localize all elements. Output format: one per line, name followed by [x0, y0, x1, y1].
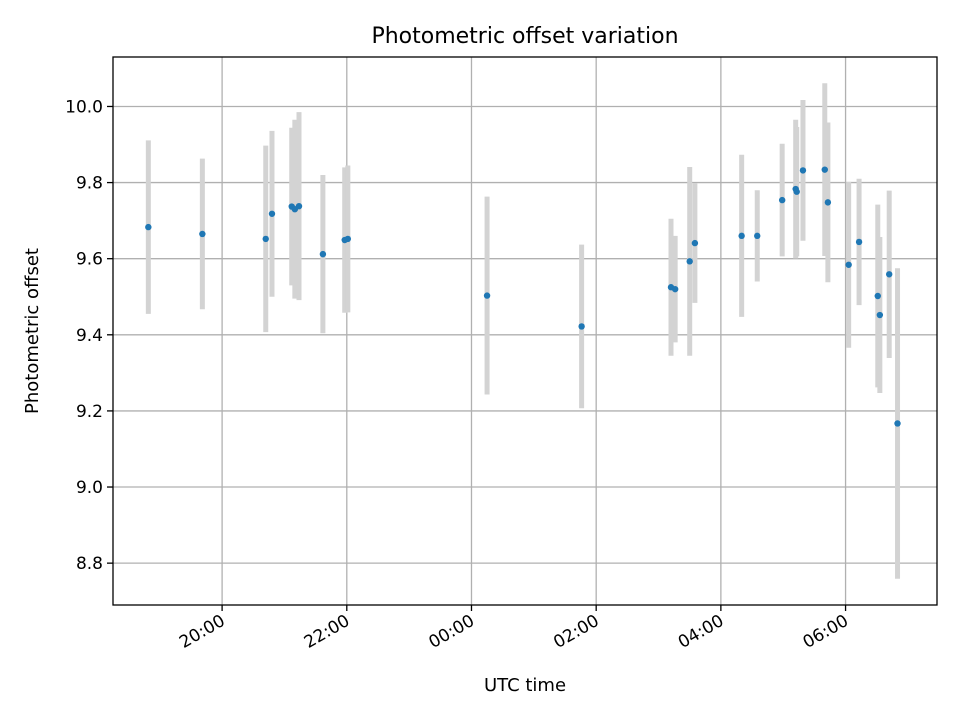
data-point: [671, 285, 679, 293]
data-point: [778, 196, 786, 204]
data-point: [686, 258, 693, 265]
data-point: [821, 166, 828, 173]
y-tick-label: 10.0: [65, 97, 103, 117]
y-tick-label: 9.8: [76, 174, 103, 194]
y-tick-label: 9.6: [76, 250, 103, 270]
y-axis-label: Photometric offset: [22, 248, 43, 414]
data-point: [793, 188, 800, 195]
y-tick-label: 9.2: [76, 402, 103, 422]
data-point: [319, 250, 327, 258]
data-point: [845, 261, 852, 268]
data-point: [691, 239, 699, 247]
x-axis-label: UTC time: [484, 675, 566, 696]
data-point: [199, 230, 206, 238]
data-point: [876, 311, 884, 319]
y-axis-ticks: 8.8 9.0 9.2 9.4 9.6 9.8 10.0: [65, 97, 113, 574]
y-tick-label: 8.8: [76, 554, 103, 574]
data-point: [268, 210, 276, 217]
data-point: [738, 232, 745, 240]
data-point: [483, 292, 491, 299]
data-point: [855, 238, 863, 246]
chart-title: Photometric offset variation: [371, 24, 678, 49]
data-point: [799, 167, 807, 174]
data-point: [894, 420, 901, 427]
data-point: [578, 323, 585, 330]
data-point: [754, 232, 761, 240]
grid-lines: [113, 57, 937, 605]
data-points: [145, 166, 901, 427]
y-tick-label: 9.4: [76, 326, 103, 346]
data-point: [344, 235, 352, 243]
data-point: [874, 292, 881, 300]
plot-frame: [112, 56, 938, 606]
data-point: [886, 271, 893, 278]
data-point: [262, 235, 269, 243]
data-point: [145, 223, 152, 231]
data-point: [824, 199, 832, 206]
y-tick-label: 9.0: [76, 478, 103, 498]
data-point: [295, 202, 303, 210]
